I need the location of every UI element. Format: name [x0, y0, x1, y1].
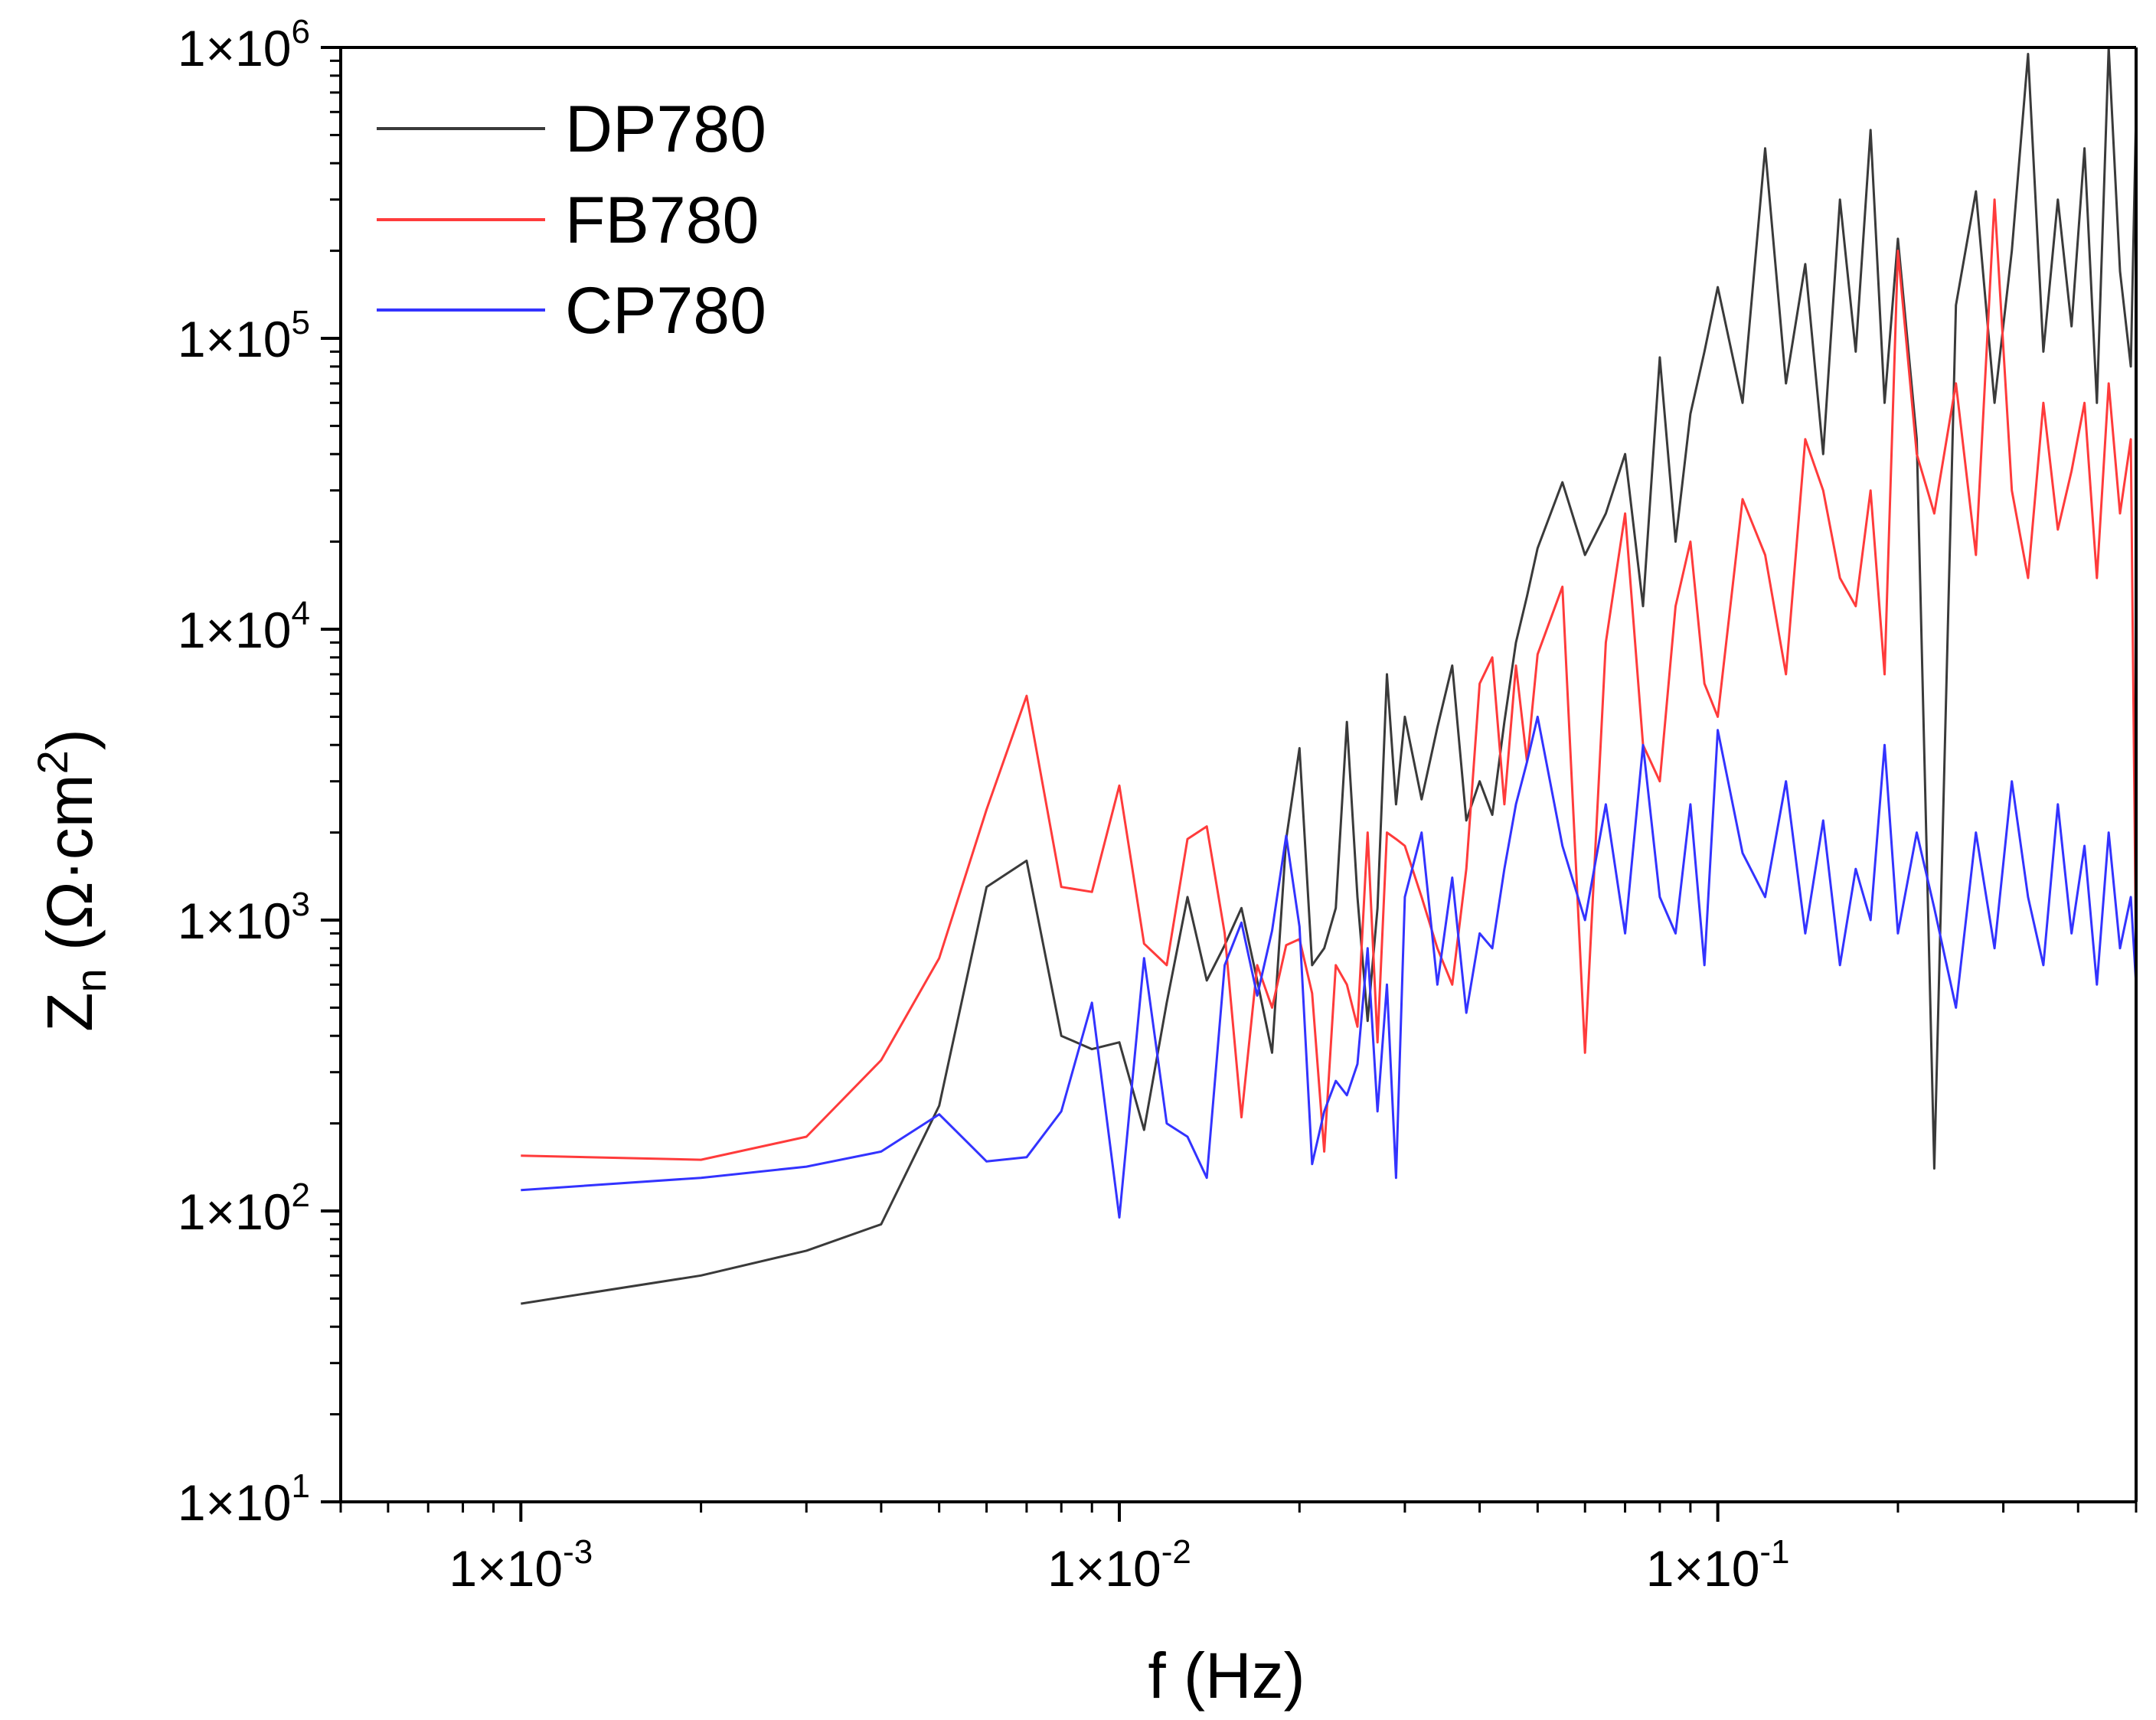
- series-line-cp780: [521, 715, 2138, 1219]
- y-tick-label: 1×104: [178, 595, 310, 658]
- legend-label-fb780: FB780: [565, 184, 759, 257]
- y-tick-label: 1×102: [178, 1177, 310, 1240]
- x-tick-label: 1×10-2: [1047, 1533, 1191, 1597]
- y-axis-title-main: Z: [34, 993, 106, 1032]
- legend: DP780 FB780 CP780: [377, 93, 766, 348]
- ticks-layer: 1×101 1×102 1×103 1×104 1×105 1×106 1×10-3 1×10…: [178, 13, 2138, 1597]
- y-axis-title-unit-close: ): [34, 729, 106, 750]
- y-tick-label: 1×105: [178, 304, 310, 367]
- series-line-dp780: [521, 46, 2138, 1305]
- y-axis-title-unit-sup: 2: [28, 750, 77, 774]
- y-tick-label: 1×106: [178, 13, 310, 77]
- x-axis-title: f (Hz): [1148, 1640, 1305, 1712]
- series-line-fb780: [521, 198, 2138, 1161]
- axes-layer: [339, 46, 2138, 1503]
- y-tick-label: 1×103: [178, 886, 310, 949]
- series-layer: [521, 46, 2138, 1305]
- y-axis-title: Zn (Ω·cm2): [28, 729, 115, 1032]
- svg-text:Zn (Ω·cm2): Zn (Ω·cm2): [28, 729, 115, 1032]
- legend-label-dp780: DP780: [565, 93, 766, 166]
- legend-label-cp780: CP780: [565, 274, 766, 348]
- x-tick-label: 1×10-1: [1646, 1533, 1790, 1597]
- y-tick-label: 1×101: [178, 1467, 310, 1531]
- x-tick-label: 1×10-3: [449, 1533, 593, 1597]
- y-axis-title-unit: (Ω·cm: [34, 774, 106, 968]
- y-axis-title-sub: n: [67, 968, 115, 992]
